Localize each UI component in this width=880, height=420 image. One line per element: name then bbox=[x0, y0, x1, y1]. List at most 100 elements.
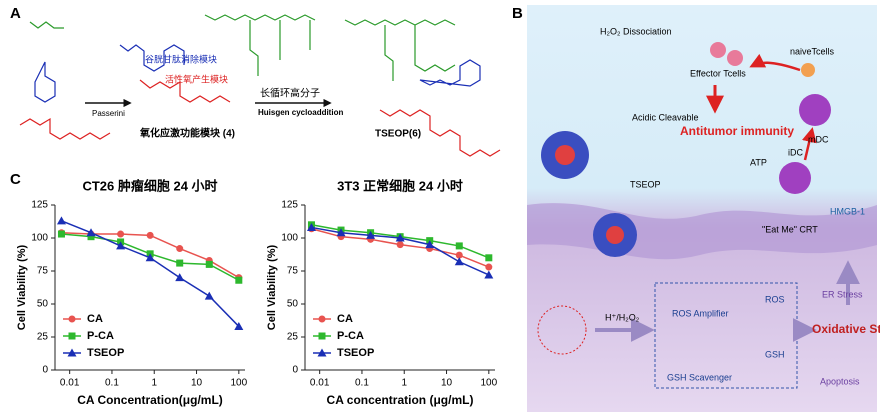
annotation: Passerini bbox=[92, 109, 125, 118]
y-tick-label: 0 bbox=[292, 365, 298, 376]
legend-marker bbox=[317, 348, 327, 357]
y-tick-label: 125 bbox=[31, 200, 48, 211]
panel-label: A bbox=[10, 5, 21, 22]
marker bbox=[306, 222, 316, 231]
marker bbox=[204, 291, 214, 300]
marker bbox=[175, 273, 185, 282]
arrow bbox=[801, 127, 817, 161]
dissociated-micelle bbox=[537, 305, 587, 355]
x-tick-label: 0.01 bbox=[310, 378, 330, 389]
marker bbox=[336, 228, 346, 237]
y-axis-label: Cell Viability (%) bbox=[16, 244, 28, 330]
marker bbox=[146, 231, 154, 239]
annotation: HMGB-1 bbox=[830, 206, 865, 216]
annotation: GSH Scavenger bbox=[667, 372, 732, 382]
y-axis-label: Cell Viability (%) bbox=[266, 244, 278, 330]
annotation: iDC bbox=[788, 147, 803, 157]
legend-marker bbox=[68, 315, 76, 323]
marker bbox=[176, 245, 184, 253]
legend-marker bbox=[318, 332, 326, 340]
annotation: 活性氧产生模块 bbox=[165, 73, 228, 84]
y-tick-label: 75 bbox=[287, 266, 299, 277]
x-tick-label: 1 bbox=[401, 378, 407, 389]
mechanism-box bbox=[654, 282, 798, 389]
marker bbox=[396, 241, 404, 249]
annotation: ER Stress bbox=[822, 289, 863, 299]
y-tick-label: 50 bbox=[287, 299, 299, 310]
annotation: mDC bbox=[808, 134, 829, 144]
marker bbox=[366, 230, 376, 239]
annotation: "Eat Me" CRT bbox=[762, 224, 818, 234]
annotation: ATP bbox=[750, 157, 767, 167]
x-tick-label: 100 bbox=[230, 378, 247, 389]
x-tick-label: 10 bbox=[191, 378, 203, 389]
micelle-core bbox=[555, 145, 575, 165]
marker bbox=[235, 276, 243, 284]
x-tick-label: 0.01 bbox=[60, 378, 80, 389]
y-tick-label: 25 bbox=[287, 332, 299, 343]
annotation: 长循环高分子 bbox=[260, 87, 320, 100]
legend-label: TSEOP bbox=[87, 347, 124, 359]
y-tick-label: 125 bbox=[281, 200, 298, 211]
marker bbox=[116, 241, 126, 250]
annotation: ROS bbox=[765, 294, 785, 304]
annotation: naiveTcells bbox=[790, 46, 835, 56]
annotation: Effector Tcells bbox=[690, 68, 746, 78]
x-axis-label: CA concentration (μg/mL) bbox=[327, 393, 474, 407]
marker bbox=[485, 254, 493, 262]
annotation: 氧化应激功能模块 (4) bbox=[139, 127, 235, 140]
legend-marker bbox=[68, 332, 76, 340]
legend-label: CA bbox=[87, 313, 103, 325]
x-tick-label: 0.1 bbox=[105, 378, 119, 389]
annotation: TSEOP bbox=[630, 179, 661, 189]
y-tick-label: 25 bbox=[37, 332, 49, 343]
marker bbox=[176, 259, 184, 267]
marker bbox=[57, 230, 65, 238]
structure-drawing bbox=[19, 14, 501, 157]
legend-label: P-CA bbox=[337, 330, 364, 342]
x-tick-label: 10 bbox=[441, 378, 453, 389]
x-axis-label: CA Concentration(μg/mL) bbox=[77, 393, 223, 407]
chart-title: CT26 肿瘤细胞 24 小时 bbox=[82, 178, 217, 193]
panel-label: B bbox=[512, 5, 523, 22]
annotation: TSEOP(6) bbox=[375, 129, 421, 140]
annotation: Huisgen cycloaddition bbox=[258, 108, 343, 117]
marker bbox=[86, 228, 96, 237]
y-tick-label: 75 bbox=[37, 266, 49, 277]
marker bbox=[454, 257, 464, 266]
arrow bbox=[749, 53, 801, 72]
micelle-core bbox=[606, 226, 624, 244]
marker bbox=[56, 216, 66, 225]
marker bbox=[395, 233, 405, 242]
cell bbox=[801, 63, 815, 77]
marker bbox=[117, 230, 125, 238]
cell bbox=[727, 50, 743, 66]
marker bbox=[425, 240, 435, 249]
legend-marker bbox=[67, 348, 77, 357]
marker bbox=[455, 242, 463, 250]
marker bbox=[205, 260, 213, 268]
dendritic-cell bbox=[779, 162, 811, 194]
marker bbox=[485, 263, 493, 271]
dendritic-cell bbox=[799, 94, 831, 126]
annotation: Antitumor immunity bbox=[680, 124, 794, 138]
cell bbox=[710, 42, 726, 58]
annotation: Oxidative Stress bbox=[812, 322, 880, 336]
x-tick-label: 100 bbox=[480, 378, 497, 389]
annotation: Acidic Cleavable bbox=[632, 112, 699, 122]
legend-marker bbox=[318, 315, 326, 323]
annotation: H⁺/H₂O₂ bbox=[605, 312, 640, 322]
annotation: H₂O₂ Dissociation bbox=[600, 26, 672, 36]
marker bbox=[234, 321, 244, 330]
y-tick-label: 50 bbox=[37, 299, 49, 310]
x-tick-label: 1 bbox=[151, 378, 157, 389]
x-tick-label: 0.1 bbox=[355, 378, 369, 389]
legend-label: TSEOP bbox=[337, 347, 374, 359]
marker bbox=[87, 233, 95, 241]
marker bbox=[145, 253, 155, 262]
y-tick-label: 100 bbox=[31, 233, 48, 244]
y-tick-label: 100 bbox=[281, 233, 298, 244]
annotation: GSH bbox=[765, 349, 785, 359]
marker bbox=[484, 270, 494, 279]
